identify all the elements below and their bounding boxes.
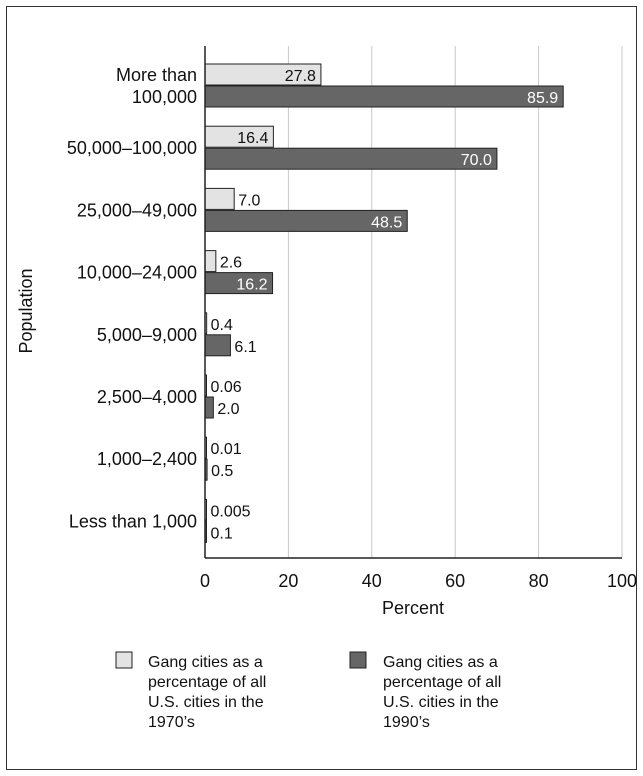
gridlines bbox=[287, 46, 623, 558]
bars: 27.8 85.9 16.4 70.0 7.0 48.5 2.6 16.2 0.46.1 0.06… bbox=[204, 63, 564, 543]
data-label-1990s: 2.0 bbox=[217, 401, 239, 418]
data-label-1990s: 85.9 bbox=[527, 90, 558, 107]
data-label-1990s: 48.5 bbox=[371, 214, 402, 231]
bar-1990s bbox=[204, 334, 231, 357]
data-label-1990s: 70.0 bbox=[461, 152, 492, 169]
legend-label-1970s: 1970’s bbox=[148, 714, 195, 731]
data-label-1990s: 0.1 bbox=[211, 525, 233, 542]
bar-1990s bbox=[204, 85, 564, 108]
legend-label-1990s: percentage of all bbox=[383, 674, 501, 691]
data-label-1970s: 0.01 bbox=[211, 441, 242, 458]
bar-1990s bbox=[204, 147, 498, 170]
data-label-1990s: 16.2 bbox=[236, 277, 267, 294]
category-label: 2,500–4,000 bbox=[97, 387, 197, 407]
x-tick-label: 80 bbox=[529, 571, 549, 591]
legend-label-1990s: 1990’s bbox=[383, 714, 430, 731]
data-label-1970s: 0.4 bbox=[211, 317, 233, 334]
data-label-1970s: 0.005 bbox=[211, 503, 251, 520]
data-label-1970s: 16.4 bbox=[237, 130, 268, 147]
axes bbox=[204, 46, 622, 559]
data-label-1990s: 6.1 bbox=[234, 339, 256, 356]
category-label: 1,000–2,400 bbox=[97, 449, 197, 469]
chart-frame bbox=[6, 6, 637, 770]
data-label-1970s: 27.8 bbox=[285, 68, 316, 85]
legend-label-1990s: Gang cities as a bbox=[383, 654, 498, 671]
legend-label-1970s: Gang cities as a bbox=[148, 654, 263, 671]
legend-swatch-1970s bbox=[115, 651, 133, 669]
bar-1990s bbox=[204, 396, 214, 419]
legend-swatch-1990s bbox=[349, 651, 367, 669]
legend-label-1990s: U.S. cities in the bbox=[383, 694, 499, 711]
data-label-1970s: 0.06 bbox=[211, 379, 242, 396]
x-tick-label: 60 bbox=[445, 571, 465, 591]
y-axis-title: Population bbox=[16, 268, 36, 353]
x-tick-label: 0 bbox=[200, 571, 210, 591]
data-label-1970s: 7.0 bbox=[238, 192, 260, 209]
data-label-1990s: 0.5 bbox=[211, 463, 233, 480]
data-label-1970s: 2.6 bbox=[220, 255, 242, 272]
x-tick-label: 100 bbox=[607, 571, 637, 591]
legend: Gang cities as a percentage of all U.S. ci… bbox=[115, 651, 501, 731]
bar-1970s bbox=[204, 250, 217, 273]
x-tick-label: 40 bbox=[362, 571, 382, 591]
legend-label-1970s: percentage of all bbox=[148, 674, 266, 691]
bar-1970s bbox=[204, 187, 235, 210]
legend-label-1970s: U.S. cities in the bbox=[148, 694, 264, 711]
category-label: 25,000–49,000 bbox=[77, 200, 197, 220]
category-label: 50,000–100,000 bbox=[67, 138, 197, 158]
tick-labels: 0 20 40 60 80 100 bbox=[200, 571, 637, 591]
category-label: More than bbox=[116, 65, 197, 85]
category-label: 100,000 bbox=[132, 87, 197, 107]
x-tick-label: 20 bbox=[278, 571, 298, 591]
category-label: 10,000–24,000 bbox=[77, 263, 197, 283]
x-axis-title: Percent bbox=[382, 598, 444, 618]
category-label: 5,000–9,000 bbox=[97, 325, 197, 345]
category-label: Less than 1,000 bbox=[69, 511, 197, 531]
